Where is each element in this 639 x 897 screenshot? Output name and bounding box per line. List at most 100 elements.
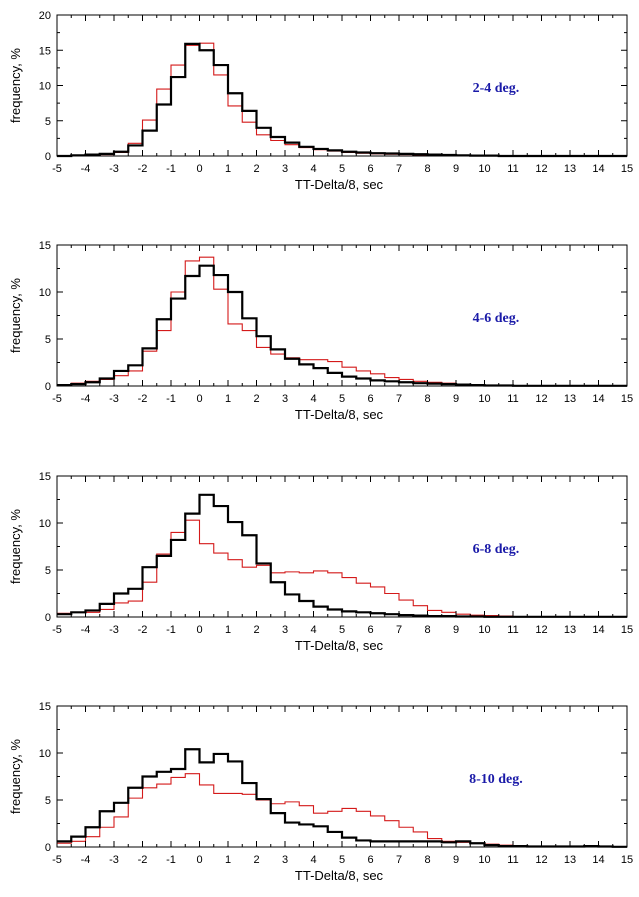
x-tick-label: 6 [367,163,373,175]
x-tick-label: 11 [507,163,518,175]
x-tick-label: -1 [166,854,176,866]
x-tick-label: 3 [282,393,288,405]
y-tick-label: 5 [45,334,51,346]
x-tick-label: 5 [339,624,345,636]
x-tick-label: -5 [52,854,62,866]
panel-label: 8-10 deg. [469,772,523,787]
y-axis-title: frequency, % [8,48,23,123]
x-tick-label: -5 [52,163,62,175]
y-tick-label: 15 [39,701,51,713]
x-tick-label: 1 [225,393,231,405]
x-tick-label: 15 [621,624,633,636]
x-tick-label: -3 [109,854,119,866]
x-tick-label: 2 [253,393,259,405]
y-tick-label: 0 [45,612,51,624]
x-tick-label: 14 [592,393,604,405]
x-tick-label: 4 [310,854,316,866]
x-tick-label: 8 [424,854,430,866]
x-tick-label: 10 [478,624,490,636]
x-tick-label: 10 [478,393,490,405]
chart-panel-1: -5 -4 -3 -2 -1 0 1 2 3 4 5 6 7 8 9 10 11 12 13 14 1505101520… [8,10,633,192]
x-tick-label: 15 [621,163,633,175]
x-tick-label: 11 [507,393,518,405]
y-tick-label: 10 [39,518,51,530]
y-tick-label: 10 [39,287,51,299]
y-tick-label: 0 [45,151,51,163]
x-tick-label: 10 [478,854,490,866]
x-tick-label: 9 [453,393,459,405]
x-tick-label: -4 [81,393,91,405]
x-tick-label: -5 [52,624,62,636]
y-axis-title: frequency, % [8,509,23,584]
x-tick-label: 12 [535,854,547,866]
x-tick-label: -5 [52,393,62,405]
x-tick-label: -2 [138,393,148,405]
x-tick-label: -1 [166,163,176,175]
x-tick-label: 7 [396,163,402,175]
y-tick-label: 0 [45,381,51,393]
x-tick-label: 15 [621,854,633,866]
x-tick-label: 1 [225,854,231,866]
x-tick-label: 13 [564,393,576,405]
x-axis-title: TT-Delta/8, sec [295,407,384,422]
x-tick-label: -4 [81,854,91,866]
y-tick-label: 5 [45,795,51,807]
x-tick-label: 6 [367,854,373,866]
x-tick-label: 7 [396,624,402,636]
y-tick-label: 10 [39,748,51,760]
x-tick-label: 2 [253,163,259,175]
x-tick-label: -2 [138,624,148,636]
x-tick-label: -1 [166,393,176,405]
x-tick-label: 14 [592,624,604,636]
x-tick-label: 11 [507,854,518,866]
x-tick-label: -3 [109,624,119,636]
x-tick-label: 14 [592,163,604,175]
x-tick-label: -3 [109,393,119,405]
x-tick-label: 3 [282,624,288,636]
x-tick-label: 14 [592,854,604,866]
x-tick-label: 7 [396,854,402,866]
x-tick-label: -1 [166,624,176,636]
x-tick-label: 1 [225,163,231,175]
x-tick-label: 11 [507,624,518,636]
x-tick-label: 13 [564,163,576,175]
x-tick-label: 3 [282,163,288,175]
x-tick-label: 8 [424,624,430,636]
x-tick-label: 9 [453,163,459,175]
x-tick-label: 5 [339,854,345,866]
y-axis-title: frequency, % [8,739,23,814]
x-tick-label: 7 [396,393,402,405]
y-tick-label: 15 [39,471,51,483]
x-tick-label: 2 [253,624,259,636]
x-tick-label: 15 [621,393,633,405]
y-tick-label: 0 [45,842,51,854]
x-axis-title: TT-Delta/8, sec [295,177,384,192]
x-tick-label: 12 [535,393,547,405]
y-tick-label: 15 [39,240,51,252]
x-tick-label: 12 [535,163,547,175]
x-tick-label: 4 [310,624,316,636]
x-tick-label: -3 [109,163,119,175]
panel-label: 4-6 deg. [473,311,520,326]
x-tick-label: 6 [367,624,373,636]
x-tick-label: 9 [453,624,459,636]
series-line-red [57,256,627,387]
x-axis-title: TT-Delta/8, sec [295,638,384,653]
x-tick-label: 5 [339,163,345,175]
x-tick-label: -4 [81,624,91,636]
panel-label: 6-8 deg. [473,542,520,557]
y-tick-label: 5 [45,565,51,577]
x-tick-label: 0 [196,163,202,175]
y-tick-label: 20 [39,10,51,22]
x-tick-label: 5 [339,393,345,405]
series-line-black [57,748,627,848]
x-tick-label: 3 [282,854,288,866]
x-tick-label: 13 [564,624,576,636]
y-tick-label: 5 [45,116,51,128]
chart-panel-3: -5 -4 -3 -2 -1 0 1 2 3 4 5 6 7 8 9 10 11 12 13 14 15051015TT… [8,471,633,653]
x-tick-label: 2 [253,854,259,866]
x-tick-label: 1 [225,624,231,636]
x-tick-label: -2 [138,163,148,175]
y-tick-label: 10 [39,81,51,93]
